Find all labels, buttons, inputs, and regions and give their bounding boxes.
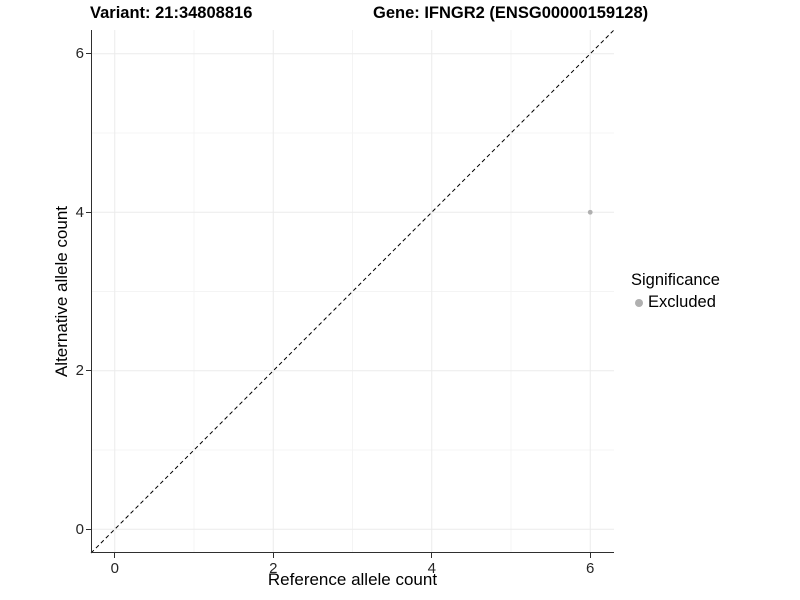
data-point (587, 209, 593, 215)
legend-entry: Excluded (635, 293, 720, 312)
variant-title: Variant: 21:34808816 (90, 4, 253, 22)
legend-dot-icon (635, 298, 643, 307)
y-tick-mark (86, 53, 91, 55)
y-tick-mark (86, 370, 91, 372)
x-axis-title: Reference allele count (267, 570, 438, 589)
y-tick-label: 6 (75, 45, 84, 63)
x-tick-label: 4 (427, 560, 436, 577)
y-tick-mark (86, 211, 91, 213)
y-tick-label: 4 (75, 203, 84, 221)
y-tick-label: 0 (75, 520, 84, 538)
x-tick-label: 0 (110, 560, 119, 577)
x-tick-mark (589, 553, 591, 558)
legend: Significance Excluded (631, 271, 720, 312)
x-tick-mark (272, 553, 274, 558)
x-tick-label: 2 (269, 560, 278, 577)
gene-title: Gene: IFNGR2 (ENSG00000159128) (373, 4, 649, 22)
plot-panel (90, 29, 615, 554)
legend-title: Significance (631, 271, 720, 289)
x-tick-mark (114, 553, 116, 558)
plot-area (90, 29, 615, 554)
y-tick-label: 2 (75, 362, 84, 380)
x-tick-label: 6 (586, 560, 595, 577)
y-axis-title: Alternative allele count (52, 205, 71, 378)
x-tick-mark (431, 553, 433, 558)
y-tick-mark (86, 528, 91, 530)
legend-entry-label: Excluded (648, 293, 716, 311)
identity-line (90, 29, 615, 554)
